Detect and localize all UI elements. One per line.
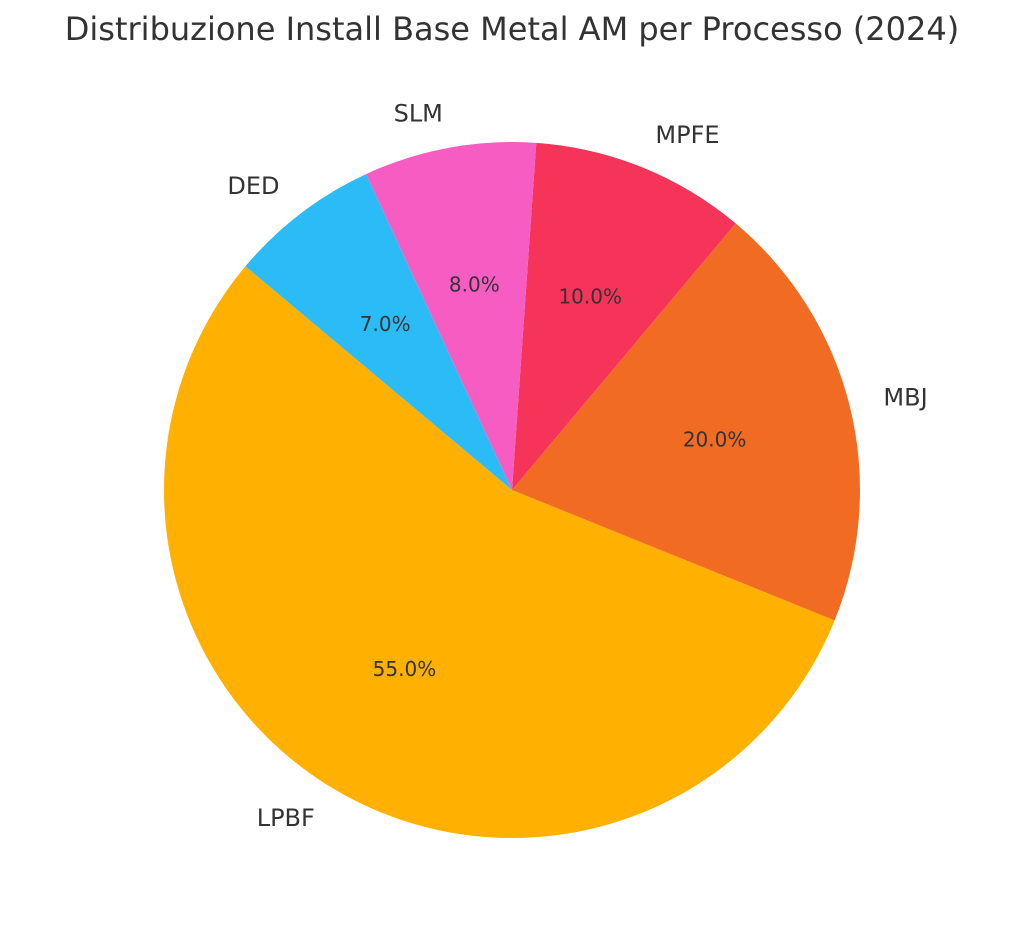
percent-label-mpfe: 10.0% [558,284,622,308]
category-label-mpfe: MPFE [655,121,719,149]
pie-slices [163,142,860,839]
percent-label-lpbf: 55.0% [373,657,437,681]
percent-label-mbj: 20.0% [683,427,747,451]
percent-label-ded: 7.0% [360,312,411,336]
category-labels: LPBF MBJ MPFE SLM DED [227,99,927,832]
percent-labels: 55.0% 20.0% 10.0% 8.0% 7.0% [360,273,747,681]
category-label-lpbf: LPBF [257,804,315,832]
pie-slice-mbj [512,223,860,621]
category-label-slm: SLM [394,99,443,127]
category-label-ded: DED [227,172,279,200]
percent-label-slm: 8.0% [449,273,500,297]
pie-slice-slm [366,142,537,490]
chart-title: Distribuzione Install Base Metal AM per … [64,10,960,48]
pie-slice-ded [245,174,513,490]
category-label-mbj: MBJ [883,383,927,411]
pie-slice-lpbf [163,266,835,839]
pie-slice-mpfe [512,142,736,490]
